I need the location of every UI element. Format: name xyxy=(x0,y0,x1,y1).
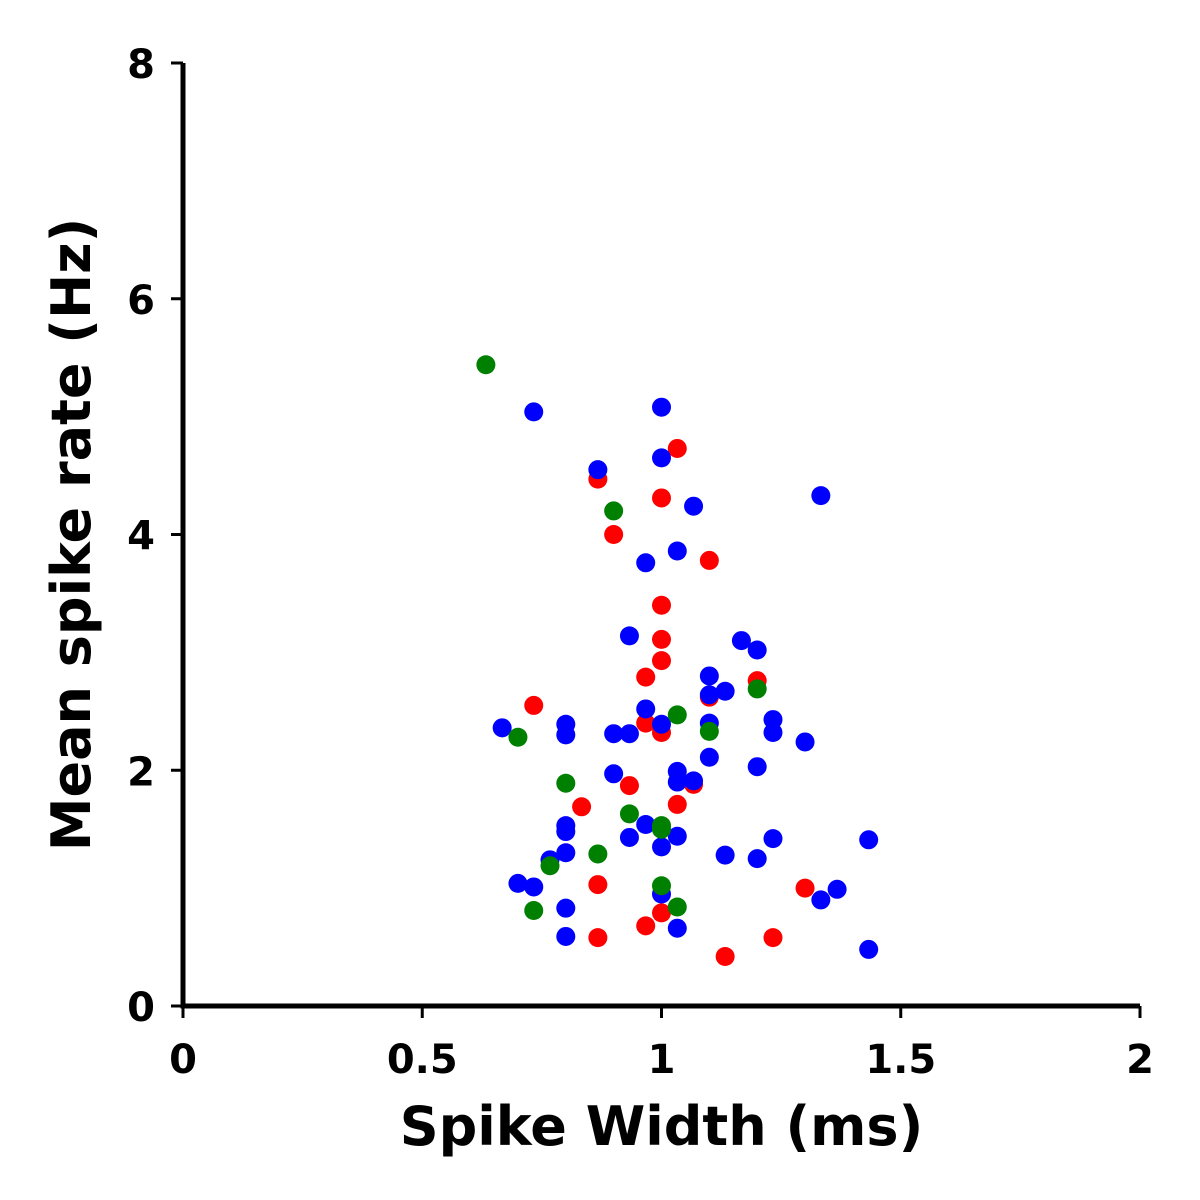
data-point xyxy=(731,631,751,651)
data-point xyxy=(588,460,608,480)
data-point xyxy=(667,705,687,725)
data-point xyxy=(652,876,671,896)
data-point xyxy=(619,776,639,796)
data-point xyxy=(619,626,639,646)
data-point xyxy=(619,827,639,847)
y-tick-label: 8 xyxy=(127,42,155,88)
x-tick-label: 1 xyxy=(648,1037,676,1083)
data-point xyxy=(699,666,719,686)
data-point xyxy=(636,699,656,719)
y-tick-label: 6 xyxy=(127,278,155,324)
data-point xyxy=(636,667,656,687)
data-point xyxy=(540,856,560,876)
data-point xyxy=(763,723,783,743)
data-point xyxy=(636,553,656,573)
data-point xyxy=(588,844,608,864)
data-point xyxy=(684,496,704,516)
data-point xyxy=(859,830,879,850)
data-point xyxy=(667,772,687,792)
data-point xyxy=(667,897,687,917)
data-point xyxy=(636,814,656,834)
data-point xyxy=(652,488,671,508)
data-point xyxy=(652,819,671,839)
data-point xyxy=(747,757,767,777)
data-point xyxy=(652,397,671,417)
data-point xyxy=(652,595,671,615)
y-tick-label: 0 xyxy=(127,985,155,1031)
data-point xyxy=(588,928,608,948)
x-tick-label: 0 xyxy=(169,1037,197,1083)
data-point xyxy=(652,903,671,923)
x-tick-label: 0.5 xyxy=(387,1037,458,1083)
data-point xyxy=(619,724,639,744)
data-point xyxy=(811,890,831,910)
data-point xyxy=(636,916,656,936)
data-point xyxy=(524,695,544,715)
data-point xyxy=(476,355,496,375)
data-point xyxy=(524,901,544,921)
data-point xyxy=(508,727,528,747)
tick-marks: 0 0.5 1 1.5 2 0 2 4 6 8 xyxy=(127,42,1154,1083)
data-point xyxy=(667,826,687,846)
data-point xyxy=(795,878,815,898)
data-point xyxy=(572,797,592,817)
data-point xyxy=(699,685,719,705)
x-tick-label: 2 xyxy=(1126,1037,1154,1083)
data-point xyxy=(556,926,576,946)
y-tick-label: 2 xyxy=(127,749,155,795)
data-point xyxy=(652,448,671,468)
data-point xyxy=(667,438,687,458)
data-point xyxy=(556,773,576,793)
data-point xyxy=(747,640,767,660)
data-point xyxy=(636,713,656,733)
data-point xyxy=(763,928,783,948)
data-point xyxy=(556,843,576,863)
data-point xyxy=(795,732,815,752)
data-point xyxy=(524,877,544,897)
data-point xyxy=(667,794,687,814)
scatter-points xyxy=(476,355,879,966)
data-point xyxy=(508,873,528,893)
data-point xyxy=(699,747,719,767)
data-point xyxy=(619,804,639,824)
data-point xyxy=(715,681,735,701)
data-point xyxy=(652,714,671,734)
data-point xyxy=(667,918,687,938)
data-point xyxy=(524,402,544,422)
axes xyxy=(180,63,1140,1009)
data-point xyxy=(684,771,704,791)
data-point xyxy=(699,550,719,570)
x-axis-title: Spike Width (ms) xyxy=(400,1095,924,1158)
data-point xyxy=(556,822,576,842)
data-point xyxy=(604,724,624,744)
data-point xyxy=(588,875,608,895)
x-tick-label: 1.5 xyxy=(865,1037,936,1083)
data-point xyxy=(604,501,624,521)
data-point xyxy=(859,939,879,959)
data-point xyxy=(652,837,671,857)
data-point xyxy=(492,718,512,738)
data-point xyxy=(604,525,624,544)
data-point xyxy=(715,946,735,966)
data-point xyxy=(556,898,576,918)
data-point xyxy=(763,829,783,849)
data-point xyxy=(715,845,735,865)
data-point xyxy=(604,764,624,784)
data-point xyxy=(747,679,767,699)
data-point xyxy=(827,879,847,899)
data-point xyxy=(667,541,687,561)
y-axis-title: Mean spike rate (Hz) xyxy=(40,218,103,852)
data-point xyxy=(652,629,671,649)
data-point xyxy=(652,651,671,671)
y-tick-label: 4 xyxy=(127,514,155,560)
data-point xyxy=(556,725,576,745)
data-point xyxy=(811,486,831,506)
data-point xyxy=(699,721,719,741)
data-point xyxy=(747,849,767,869)
